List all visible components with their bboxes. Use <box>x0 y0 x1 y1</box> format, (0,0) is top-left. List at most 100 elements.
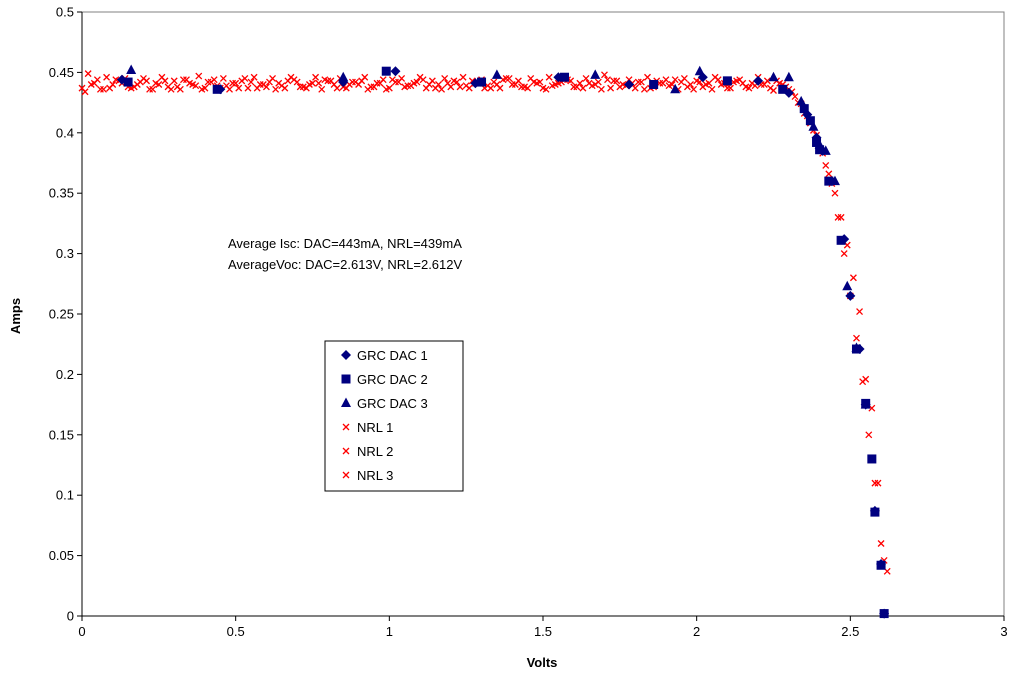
data-point-grc-dac-2 <box>815 145 825 155</box>
data-point-nrl-3 <box>493 81 501 88</box>
y-tick-label: 0.05 <box>49 548 74 563</box>
data-point-nrl-1 <box>853 334 860 342</box>
data-point-nrl-3 <box>505 74 513 82</box>
x-tick-label: 2 <box>693 624 700 639</box>
data-point-nrl-2 <box>634 78 642 86</box>
data-point-grc-dac-3 <box>694 65 705 76</box>
data-point-nrl-3 <box>837 213 845 221</box>
data-point-grc-dac-3 <box>670 83 681 94</box>
data-point-nrl-3 <box>222 82 230 90</box>
data-point-nrl-3 <box>591 81 599 88</box>
data-point-grc-dac-2 <box>870 507 880 517</box>
data-point-nrl-3 <box>862 375 870 383</box>
data-point-grc-dac-2 <box>477 77 487 87</box>
data-point-nrl-2 <box>106 84 114 92</box>
data-point-nrl-1 <box>570 83 578 91</box>
legend: GRC DAC 1 GRC DAC 2 GRC DAC 3 NRL 1 NRL … <box>324 340 464 492</box>
data-point-nrl-1 <box>318 85 326 93</box>
data-point-grc-dac-2 <box>722 76 732 86</box>
data-point-nrl-1 <box>723 84 731 92</box>
data-point-nrl-1 <box>834 213 842 221</box>
data-point-nrl-3 <box>198 85 206 93</box>
y-tick-label: 0.45 <box>49 65 74 80</box>
data-point-nrl-3 <box>579 84 587 92</box>
data-point-nrl-1 <box>103 73 111 81</box>
data-point-nrl-3 <box>210 76 218 84</box>
data-point-nrl-1 <box>508 81 516 88</box>
data-point-nrl-1 <box>877 540 885 547</box>
data-point-nrl-1 <box>613 77 621 85</box>
data-point-nrl-3 <box>87 81 95 88</box>
data-point-grc-dac-3 <box>820 145 831 155</box>
data-point-nrl-2 <box>536 78 544 86</box>
legend-label-nrl-1: NRL 1 <box>357 420 393 435</box>
data-point-nrl-3 <box>542 85 550 93</box>
data-point-nrl-3 <box>173 83 181 91</box>
legend-symbols <box>341 350 351 479</box>
data-point-nrl-1 <box>459 73 467 81</box>
legend-symbol-nrl-1 <box>342 423 350 431</box>
data-point-nrl-3 <box>825 170 833 178</box>
data-point-nrl-2 <box>204 78 212 86</box>
data-point-grc-dac-2 <box>799 104 809 114</box>
data-point-grc-dac-2 <box>381 66 391 76</box>
data-point-grc-dac-3 <box>590 69 601 79</box>
data-point-grc-dac-1 <box>845 290 856 301</box>
data-point-nrl-3 <box>727 84 734 92</box>
data-point-nrl-1 <box>244 84 252 92</box>
data-point-grc-dac-3 <box>842 280 853 291</box>
data-point-nrl-2 <box>93 76 101 84</box>
y-tick-label: 0.4 <box>56 125 74 140</box>
data-point-nrl-3 <box>849 274 857 282</box>
data-point-grc-dac-3 <box>808 121 819 131</box>
data-point-nrl-2 <box>179 76 187 84</box>
data-point-grc-dac-2 <box>212 84 222 94</box>
data-point-nrl-3 <box>112 76 120 84</box>
data-point-nrl-3 <box>235 84 243 92</box>
data-point-nrl-2 <box>413 78 421 86</box>
data-point-nrl-2 <box>462 82 470 90</box>
data-point-nrl-3 <box>149 85 157 93</box>
data-point-nrl-2 <box>671 76 679 84</box>
data-point-nrl-2 <box>290 76 298 84</box>
y-tick-label: 0.5 <box>56 5 74 20</box>
data-point-nrl-1 <box>146 85 154 93</box>
data-point-nrl-2 <box>487 84 495 92</box>
plot-area <box>81 11 1005 617</box>
annotation-average-isc: Average Isc: DAC=443mA, NRL=439mA <box>228 236 462 251</box>
data-point-nrl-3 <box>604 76 611 84</box>
data-point-nrl-2 <box>81 88 89 96</box>
x-tick-label: 0.5 <box>227 624 245 639</box>
data-point-nrl-2 <box>733 77 741 85</box>
data-point-grc-dac-3 <box>851 342 862 352</box>
annotation-average-voc: AverageVoc: DAC=2.613V, NRL=2.612V <box>228 257 462 272</box>
data-point-nrl-2 <box>659 79 667 87</box>
data-point-nrl-2 <box>364 85 372 93</box>
data-point-nrl-1 <box>312 73 320 81</box>
data-point-grc-dac-3 <box>491 69 502 79</box>
data-point-nrl-2 <box>831 189 839 197</box>
data-point-nrl-2 <box>388 76 396 84</box>
data-point-nrl-3 <box>272 85 280 93</box>
data-point-grc-dac-3 <box>126 64 137 74</box>
data-point-grc-dac-2 <box>824 176 834 186</box>
data-point-grc-dac-1 <box>390 66 401 77</box>
data-point-nrl-1 <box>441 74 449 82</box>
data-point-nrl-2 <box>425 81 433 88</box>
data-point-nrl-2 <box>548 82 556 90</box>
data-point-grc-dac-2 <box>879 609 889 619</box>
data-point-nrl-2 <box>585 79 593 87</box>
data-point-grc-dac-2 <box>649 79 659 89</box>
data-point-nrl-2 <box>856 308 864 316</box>
data-point-grc-dac-3 <box>338 71 349 82</box>
x-tick-label: 2.5 <box>841 624 859 639</box>
data-point-nrl-2 <box>302 84 310 92</box>
data-point-nrl-1 <box>791 93 799 101</box>
data-point-nrl-2 <box>167 85 175 93</box>
data-point-nrl-3 <box>309 79 316 87</box>
legend-box <box>324 340 464 492</box>
data-point-nrl-1 <box>84 70 92 78</box>
data-point-nrl-3 <box>431 84 439 92</box>
data-point-nrl-3 <box>616 83 624 91</box>
